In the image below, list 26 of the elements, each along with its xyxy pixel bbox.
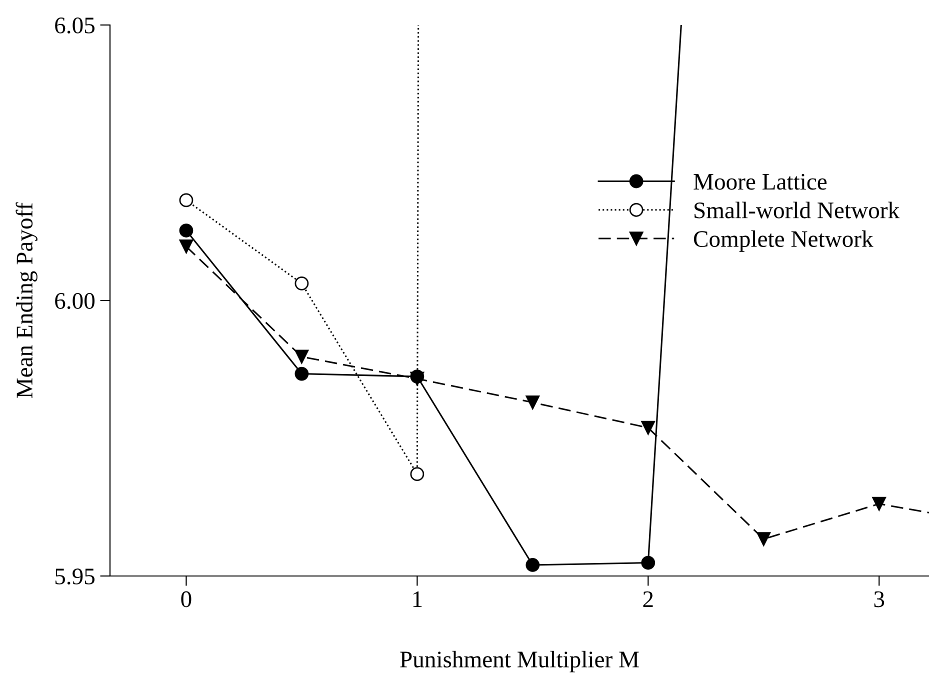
point: [410, 467, 424, 482]
legend-label: Small-world Network: [694, 202, 900, 218]
point: [179, 240, 194, 254]
point: [294, 350, 309, 364]
point: [872, 496, 886, 511]
x-tick-label: 0: [181, 591, 192, 608]
legend-label: Moore Lattice: [694, 174, 827, 190]
x-tick-label: 1: [413, 591, 422, 607]
point: [641, 556, 656, 570]
point: [526, 395, 540, 410]
point: [410, 372, 424, 386]
point: [294, 276, 309, 290]
x-tick-label: 3: [874, 591, 884, 608]
point: [179, 193, 194, 208]
legend-label: Complete Network: [694, 230, 874, 252]
y-tick-label: 6.00: [55, 292, 95, 310]
x-axis-title: Punishment Multiplier M: [400, 650, 639, 672]
point: [179, 224, 194, 238]
point: [526, 558, 540, 572]
y-tick-label: 5.95: [55, 568, 94, 585]
x-tick-label: 2: [643, 591, 653, 607]
point: [641, 420, 656, 435]
point: [294, 366, 309, 381]
point: [756, 532, 771, 546]
y-tick-label: 6.05: [55, 17, 94, 34]
y-axis-title: Mean Ending Payoff: [16, 202, 38, 398]
